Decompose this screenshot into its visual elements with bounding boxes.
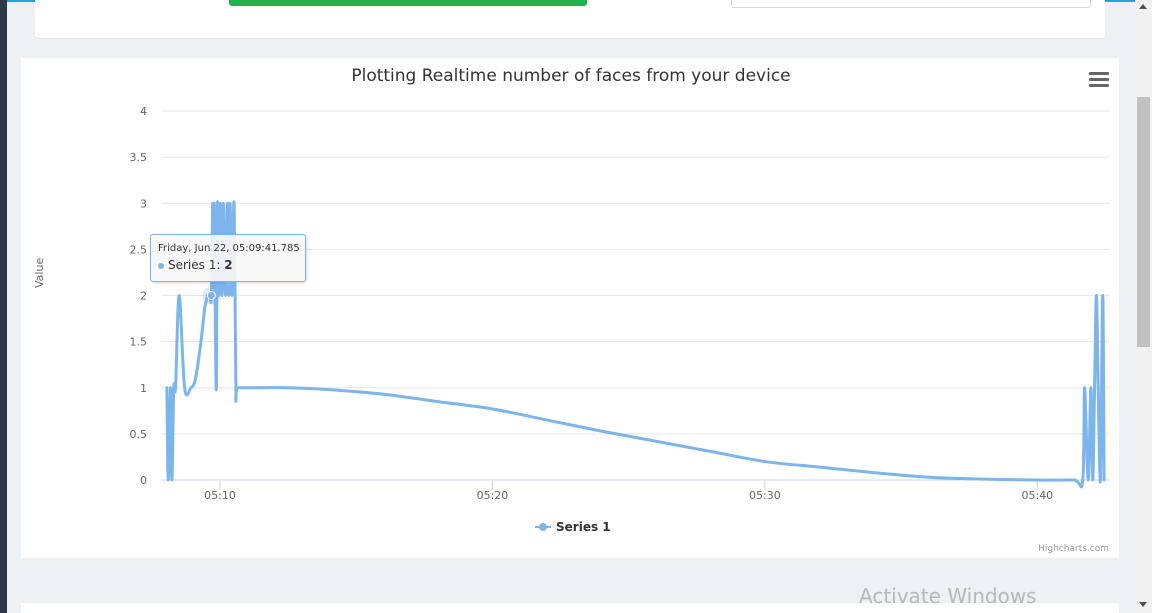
chart-context-menu-icon[interactable] — [1089, 72, 1109, 88]
tooltip-series-dot-icon — [158, 262, 164, 269]
legend-label: Series 1 — [556, 520, 611, 534]
x-tick-label: 05:30 — [749, 489, 781, 502]
scroll-down-arrow-icon[interactable] — [1139, 602, 1147, 607]
vertical-scrollbar[interactable] — [1135, 0, 1152, 613]
y-tick-label: 4 — [140, 105, 147, 118]
scroll-up-arrow-icon[interactable] — [1139, 4, 1147, 9]
chart-credits[interactable]: Highcharts.com — [1038, 544, 1109, 554]
chart-tooltip: Friday, Jun 22, 05:09:41.785 Series 1: 2 — [150, 234, 306, 289]
top-input-field[interactable] — [731, 0, 1091, 8]
y-tick-label: 1.5 — [130, 336, 148, 349]
activate-windows-watermark: Activate Windows — [859, 584, 1037, 608]
y-tick-label: 3 — [140, 197, 147, 210]
legend-item-series-1[interactable]: Series 1 — [535, 520, 611, 534]
y-tick-label: 2.5 — [130, 243, 148, 256]
scrollbar-thumb[interactable] — [1137, 97, 1150, 347]
x-tick-label: 05:10 — [204, 489, 236, 502]
hover-point — [206, 291, 216, 300]
x-tick-label: 05:20 — [477, 489, 509, 502]
tooltip-series-name: Series 1 — [168, 258, 217, 272]
green-button[interactable] — [229, 0, 587, 6]
legend-series-marker-icon — [535, 523, 551, 531]
tooltip-date: Friday, Jun 22, 05:09:41.785 — [158, 243, 300, 254]
left-sidebar-strip — [0, 0, 7, 613]
bottom-card — [21, 603, 1119, 613]
chart-title: Plotting Realtime number of faces from y… — [351, 66, 791, 86]
x-tick-label: 05:40 — [1021, 489, 1053, 502]
y-tick-label: 0 — [140, 474, 147, 487]
y-tick-label: 3.5 — [130, 151, 148, 164]
chart-card: Plotting Realtime number of faces from y… — [21, 58, 1119, 558]
tooltip-value: 2 — [224, 258, 233, 272]
top-card — [35, 0, 1105, 39]
tooltip-value-row: Series 1: 2 — [158, 258, 233, 272]
y-tick-label: 2 — [140, 290, 147, 303]
y-tick-label: 0.5 — [130, 428, 148, 441]
y-tick-label: 1 — [140, 382, 147, 395]
series-1-line — [165, 200, 1106, 489]
chart-plot: 0 0.5 1 1.5 2 2.5 3 3.5 4 05:10 05:20 05:30 05:40 — [130, 105, 1110, 502]
tooltip-pointer — [223, 281, 237, 289]
